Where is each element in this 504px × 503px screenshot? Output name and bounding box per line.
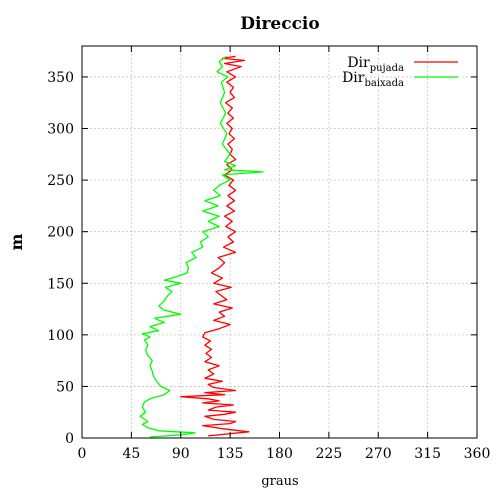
chart-title: Direccio bbox=[240, 14, 319, 34]
series-line-baixada bbox=[139, 55, 264, 438]
x-tick-label: 270 bbox=[365, 446, 392, 462]
axis-ticks: 0 45 90 135 180 225 270 315 360 0 50 100 150 200 250 30… bbox=[47, 46, 490, 462]
x-tick-label: 180 bbox=[266, 446, 293, 462]
x-tick-label: 225 bbox=[316, 446, 343, 462]
y-tick-label: 350 bbox=[47, 70, 74, 86]
grid bbox=[82, 46, 477, 438]
x-tick-label: 0 bbox=[78, 446, 87, 462]
x-tick-label: 90 bbox=[172, 446, 190, 462]
y-tick-label: 300 bbox=[47, 122, 74, 138]
x-axis-label: graus bbox=[261, 474, 298, 489]
plot-lines bbox=[139, 55, 264, 438]
x-tick-label: 315 bbox=[414, 446, 441, 462]
legend-label: Dirpujada bbox=[347, 55, 404, 74]
series-line-pujada bbox=[180, 55, 250, 437]
x-tick-label: 360 bbox=[464, 446, 491, 462]
x-tick-label: 135 bbox=[217, 446, 244, 462]
y-tick-label: 250 bbox=[47, 173, 74, 189]
y-tick-label: 100 bbox=[47, 328, 74, 344]
y-tick-label: 0 bbox=[65, 431, 74, 447]
y-tick-label: 150 bbox=[47, 276, 74, 292]
x-tick-label: 45 bbox=[122, 446, 140, 462]
legend-label: Dirbaixada bbox=[342, 70, 404, 89]
y-axis-label: m bbox=[7, 233, 26, 250]
y-tick-label: 50 bbox=[56, 379, 74, 395]
y-tick-label: 200 bbox=[47, 225, 74, 241]
